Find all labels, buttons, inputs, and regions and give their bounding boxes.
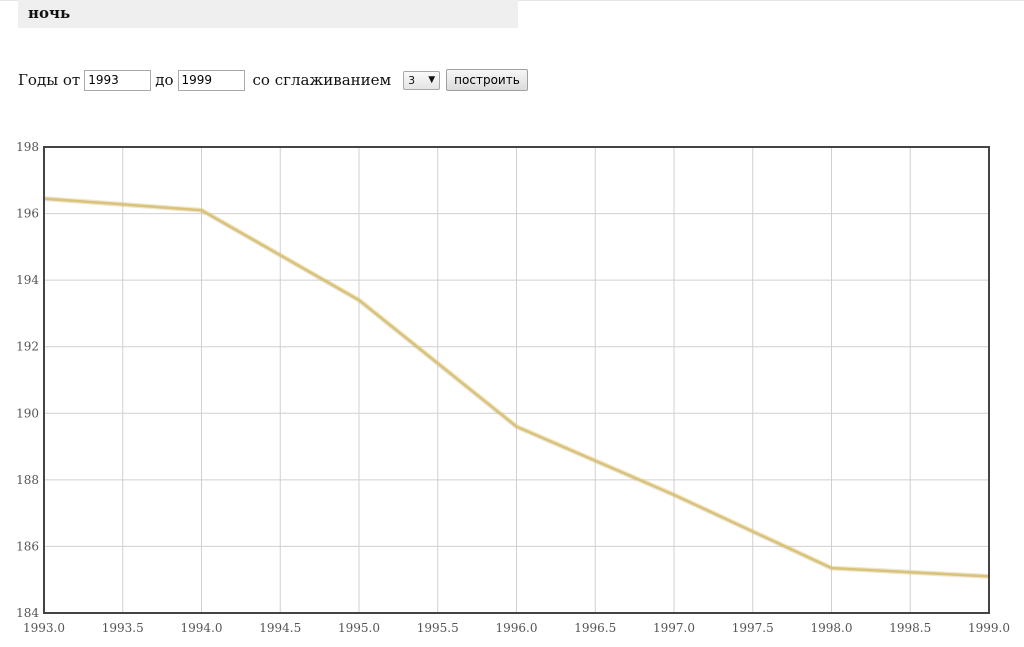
x-tick-label: 1994.5	[259, 621, 301, 635]
y-tick-label: 186	[16, 539, 39, 553]
smoothing-label: со сглаживанием	[252, 71, 392, 89]
x-tick-label: 1994.0	[181, 621, 223, 635]
x-tick-label: 1997.0	[653, 621, 695, 635]
x-tick-label: 1996.5	[574, 621, 616, 635]
x-tick-label: 1998.0	[811, 621, 853, 635]
x-tick-label: 1996.0	[496, 621, 538, 635]
line-chart: 1993.0 1993.5 1994.0 1994.5 1995.0 1995.5 1996…	[16, 140, 1010, 635]
dropdown-arrow-icon: ▼	[428, 75, 436, 85]
y-tick-label: 194	[16, 273, 39, 287]
plot-frame	[43, 146, 990, 614]
x-tick-label: 1997.5	[732, 621, 774, 635]
x-tick-label: 1993.0	[23, 621, 65, 635]
y-tick-label: 184	[16, 606, 39, 620]
x-tick-label: 1995.0	[338, 621, 380, 635]
years-form: Годы от до со сглаживанием 3 ▼ построить	[18, 68, 528, 92]
y-tick-label: 192	[16, 340, 39, 354]
chart-series	[43, 196, 990, 579]
series-line	[43, 197, 990, 578]
section-title: ночь	[28, 4, 71, 22]
y-tick-label: 188	[16, 473, 39, 487]
smoothing-value: 3	[408, 73, 416, 87]
x-tick-label: 1998.5	[889, 621, 931, 635]
year-to-input[interactable]	[177, 69, 245, 91]
years-from-label: Годы от	[18, 71, 81, 89]
smoothing-select[interactable]: 3 ▼	[403, 70, 441, 90]
years-to-label: до	[155, 71, 174, 89]
x-tick-label: 1995.5	[417, 621, 459, 635]
axis-labels: 1993.0 1993.5 1994.0 1994.5 1995.0 1995.5 1996…	[16, 140, 1010, 635]
section-header: ночь	[18, 0, 518, 28]
y-tick-label: 196	[16, 207, 39, 221]
build-button[interactable]: построить	[446, 69, 528, 91]
year-from-input[interactable]	[84, 69, 152, 91]
x-tick-label: 1999.0	[968, 621, 1010, 635]
x-tick-label: 1993.5	[102, 621, 144, 635]
y-tick-label: 190	[16, 406, 39, 420]
chart-grid	[43, 146, 990, 614]
y-tick-label: 198	[16, 140, 39, 154]
